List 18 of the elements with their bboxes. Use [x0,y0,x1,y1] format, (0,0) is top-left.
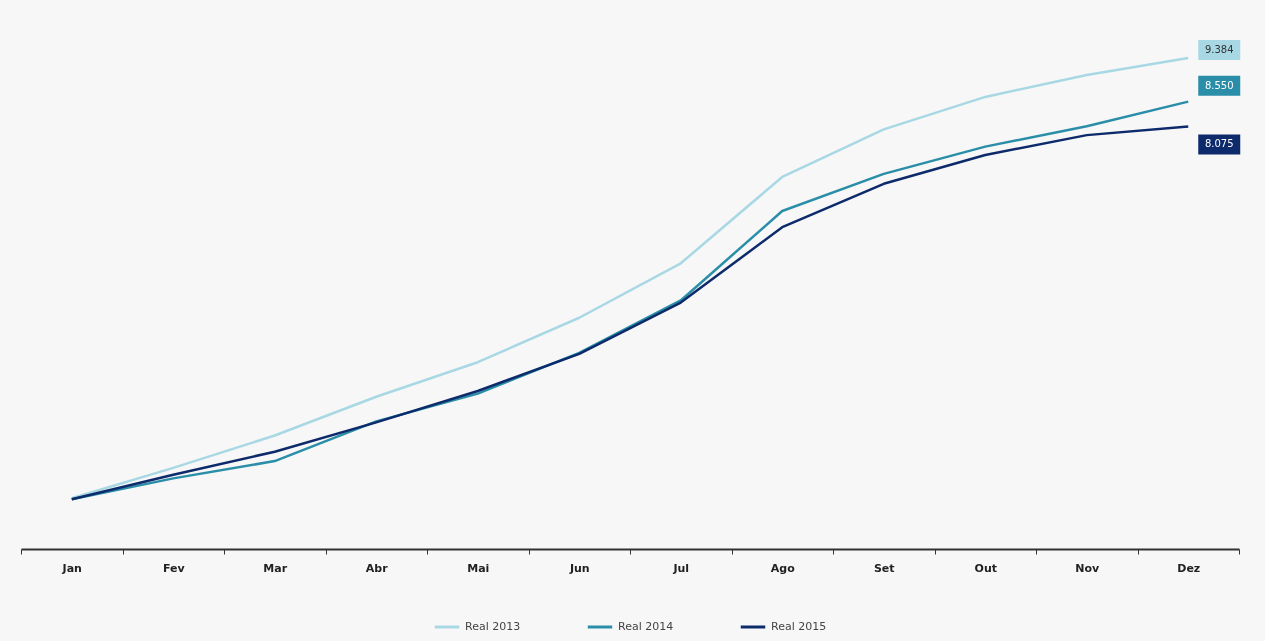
legend-label: Real 2014 [618,620,674,633]
x-tick-label: Fev [162,561,186,575]
x-tick-label: Jul [672,561,690,575]
x-tick-label: Out [974,561,997,575]
x-tick-label: Set [873,561,895,575]
x-tick-label: Abr [365,561,389,575]
data-label: 8.075 [1204,138,1234,150]
x-tick-label: Mai [467,561,490,575]
x-tick-label: Dez [1177,561,1201,575]
x-tick-label: Nov [1075,561,1101,575]
x-tick-label: Jun [568,561,590,575]
x-tick-label: Ago [770,561,796,575]
legend-label: Real 2015 [771,620,827,633]
legend-label: Real 2013 [465,620,521,633]
data-label: 8.550 [1204,79,1234,91]
x-tick-label: Mar [263,561,288,575]
data-label: 9.384 [1204,44,1234,55]
x-tick-label: Jan [61,561,82,575]
